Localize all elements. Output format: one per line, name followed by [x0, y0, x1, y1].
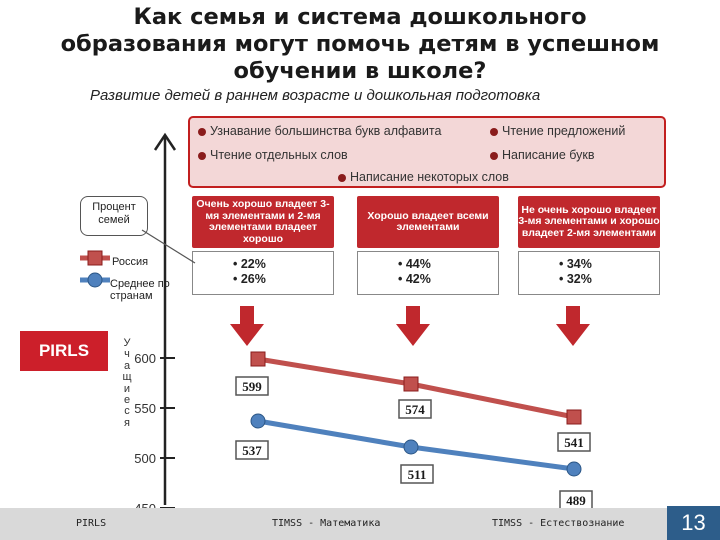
- data-label: 599: [242, 379, 262, 394]
- legend-item-write-letters: Написание букв: [490, 148, 595, 162]
- y-axis-label-char: щ: [122, 371, 132, 384]
- percent-russia: • 44%: [398, 257, 431, 271]
- bullet-icon: [198, 151, 206, 160]
- percent-families-callout: Процент семей: [80, 196, 148, 236]
- data-label-box: [400, 464, 434, 484]
- title-line-3: обучении в школе?: [233, 58, 487, 84]
- category-header-3: Не очень хорошо владеет 3-мя элементами …: [518, 196, 660, 248]
- data-label: 489: [566, 493, 586, 508]
- y-axis-label-char: и: [123, 382, 131, 395]
- percent-russia: • 22%: [233, 257, 266, 271]
- title-line-2: образования могут помочь детям в успешно…: [60, 31, 660, 57]
- category-header-1: Очень хорошо владеет 3-мя элементами и 2…: [192, 196, 334, 248]
- y-axis-label-char: а: [123, 359, 131, 372]
- legend-item-letters: Узнавание большинства букв алфавита: [198, 124, 441, 138]
- data-label: 541: [564, 435, 584, 450]
- pirls-badge: PIRLS: [20, 331, 108, 371]
- data-label-box: [557, 432, 591, 452]
- data-point: [566, 409, 582, 425]
- footer-timss-science: TIMSS - Естествознание: [492, 518, 625, 529]
- down-arrow-icon: [556, 306, 590, 346]
- subtitle: Развитие детей в раннем возрасте и дошко…: [90, 87, 541, 104]
- percent-russia: • 34%: [559, 257, 592, 271]
- bullet-icon: [490, 127, 498, 136]
- title-line-1: Как семья и система дошкольного: [133, 4, 587, 30]
- data-point: [566, 461, 582, 477]
- data-label: 537: [242, 443, 262, 458]
- callout-pointer: [141, 229, 196, 264]
- data-point: [403, 439, 419, 455]
- data-label-box: [398, 399, 432, 419]
- down-arrow-icon: [230, 306, 264, 346]
- down-arrow-icon: [396, 306, 430, 346]
- skills-legend: Узнавание большинства букв алфавита Чтен…: [188, 116, 666, 188]
- legend-average: Среднее по странам: [110, 278, 170, 302]
- y-axis-label-char: У: [123, 337, 131, 349]
- y-axis-label-char: я: [124, 416, 130, 429]
- legend-item-write-words: Написание некоторых слов: [338, 170, 509, 184]
- data-point: [250, 413, 266, 429]
- category-percent-3: • 34% • 32%: [518, 251, 660, 295]
- y-tick-label: 550: [134, 401, 156, 416]
- data-label: 574: [405, 402, 425, 417]
- data-point: [403, 376, 419, 392]
- category-header-2: Хорошо владеет всеми элементами: [357, 196, 499, 248]
- legend-item-words: Чтение отдельных слов: [198, 148, 348, 162]
- data-label-box: [235, 376, 269, 396]
- category-percent-2: • 44% • 42%: [357, 251, 499, 295]
- data-label: 511: [408, 467, 427, 482]
- page-number: 13: [667, 506, 720, 540]
- percent-average: • 32%: [559, 272, 592, 286]
- legend-russia: Россия: [112, 256, 149, 268]
- percent-average: • 26%: [233, 272, 266, 286]
- data-point: [250, 351, 266, 367]
- y-axis-label-char: е: [123, 394, 131, 407]
- mini-legend-markers: [80, 250, 110, 288]
- legend-item-sentences: Чтение предложений: [490, 124, 625, 138]
- bullet-icon: [490, 151, 498, 160]
- y-axis-label-char: ч: [124, 348, 130, 361]
- axis-arrow: [153, 132, 177, 505]
- footer-timss-math: TIMSS - Математика: [272, 518, 381, 529]
- y-tick-label: 500: [134, 451, 156, 466]
- bullet-icon: [338, 173, 346, 182]
- bullet-icon: [198, 127, 206, 136]
- y-axis-label-char: с: [124, 405, 130, 418]
- footer-bar: [0, 508, 720, 540]
- data-label-box: [235, 440, 269, 460]
- y-tick-label: 600: [134, 351, 156, 366]
- footer-pirls: PIRLS: [76, 518, 107, 529]
- percent-average: • 42%: [398, 272, 431, 286]
- page-title: Как семья и система дошкольного образова…: [0, 4, 720, 85]
- category-percent-1: • 22% • 26%: [192, 251, 334, 295]
